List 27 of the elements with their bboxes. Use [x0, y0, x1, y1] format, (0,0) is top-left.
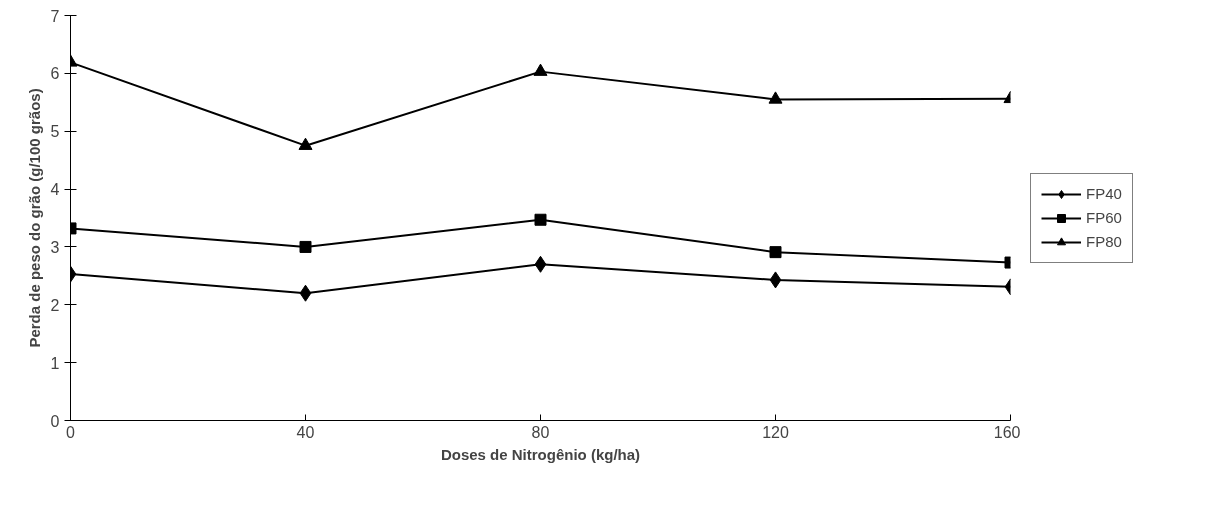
y-tick-label: 4: [50, 181, 60, 199]
y-tick-label: 6: [50, 65, 60, 83]
point: [299, 240, 312, 253]
y-tick-label: 5: [50, 123, 60, 141]
y-tick-label: 3: [50, 238, 60, 256]
x-tick-label: 0: [66, 423, 76, 441]
point: [768, 91, 783, 104]
y-tick-label: 7: [50, 7, 60, 25]
y-tick-label: 1: [50, 354, 60, 372]
y-axis-title: Perda de peso do grão (g/100 grãos): [25, 88, 43, 348]
x-tick-label: 40: [296, 423, 315, 441]
point: [534, 213, 547, 226]
point: [533, 63, 548, 76]
point: [769, 271, 782, 289]
point: [298, 137, 313, 150]
point: [534, 255, 547, 273]
point: [769, 246, 782, 259]
legend-label: FP80: [1086, 233, 1122, 250]
x-axis-title: Doses de Nitrogênio (kg/ha): [440, 445, 641, 463]
y-tick-label: 0: [50, 412, 60, 430]
y-tick-label: 2: [50, 296, 60, 314]
legend-label: FP40: [1086, 185, 1122, 202]
x-tick-label: 120: [762, 423, 789, 441]
x-tick-label: 80: [531, 423, 550, 441]
x-tick-label: 160: [993, 423, 1021, 441]
legend-label: FP60: [1086, 209, 1122, 226]
point: [299, 284, 312, 302]
